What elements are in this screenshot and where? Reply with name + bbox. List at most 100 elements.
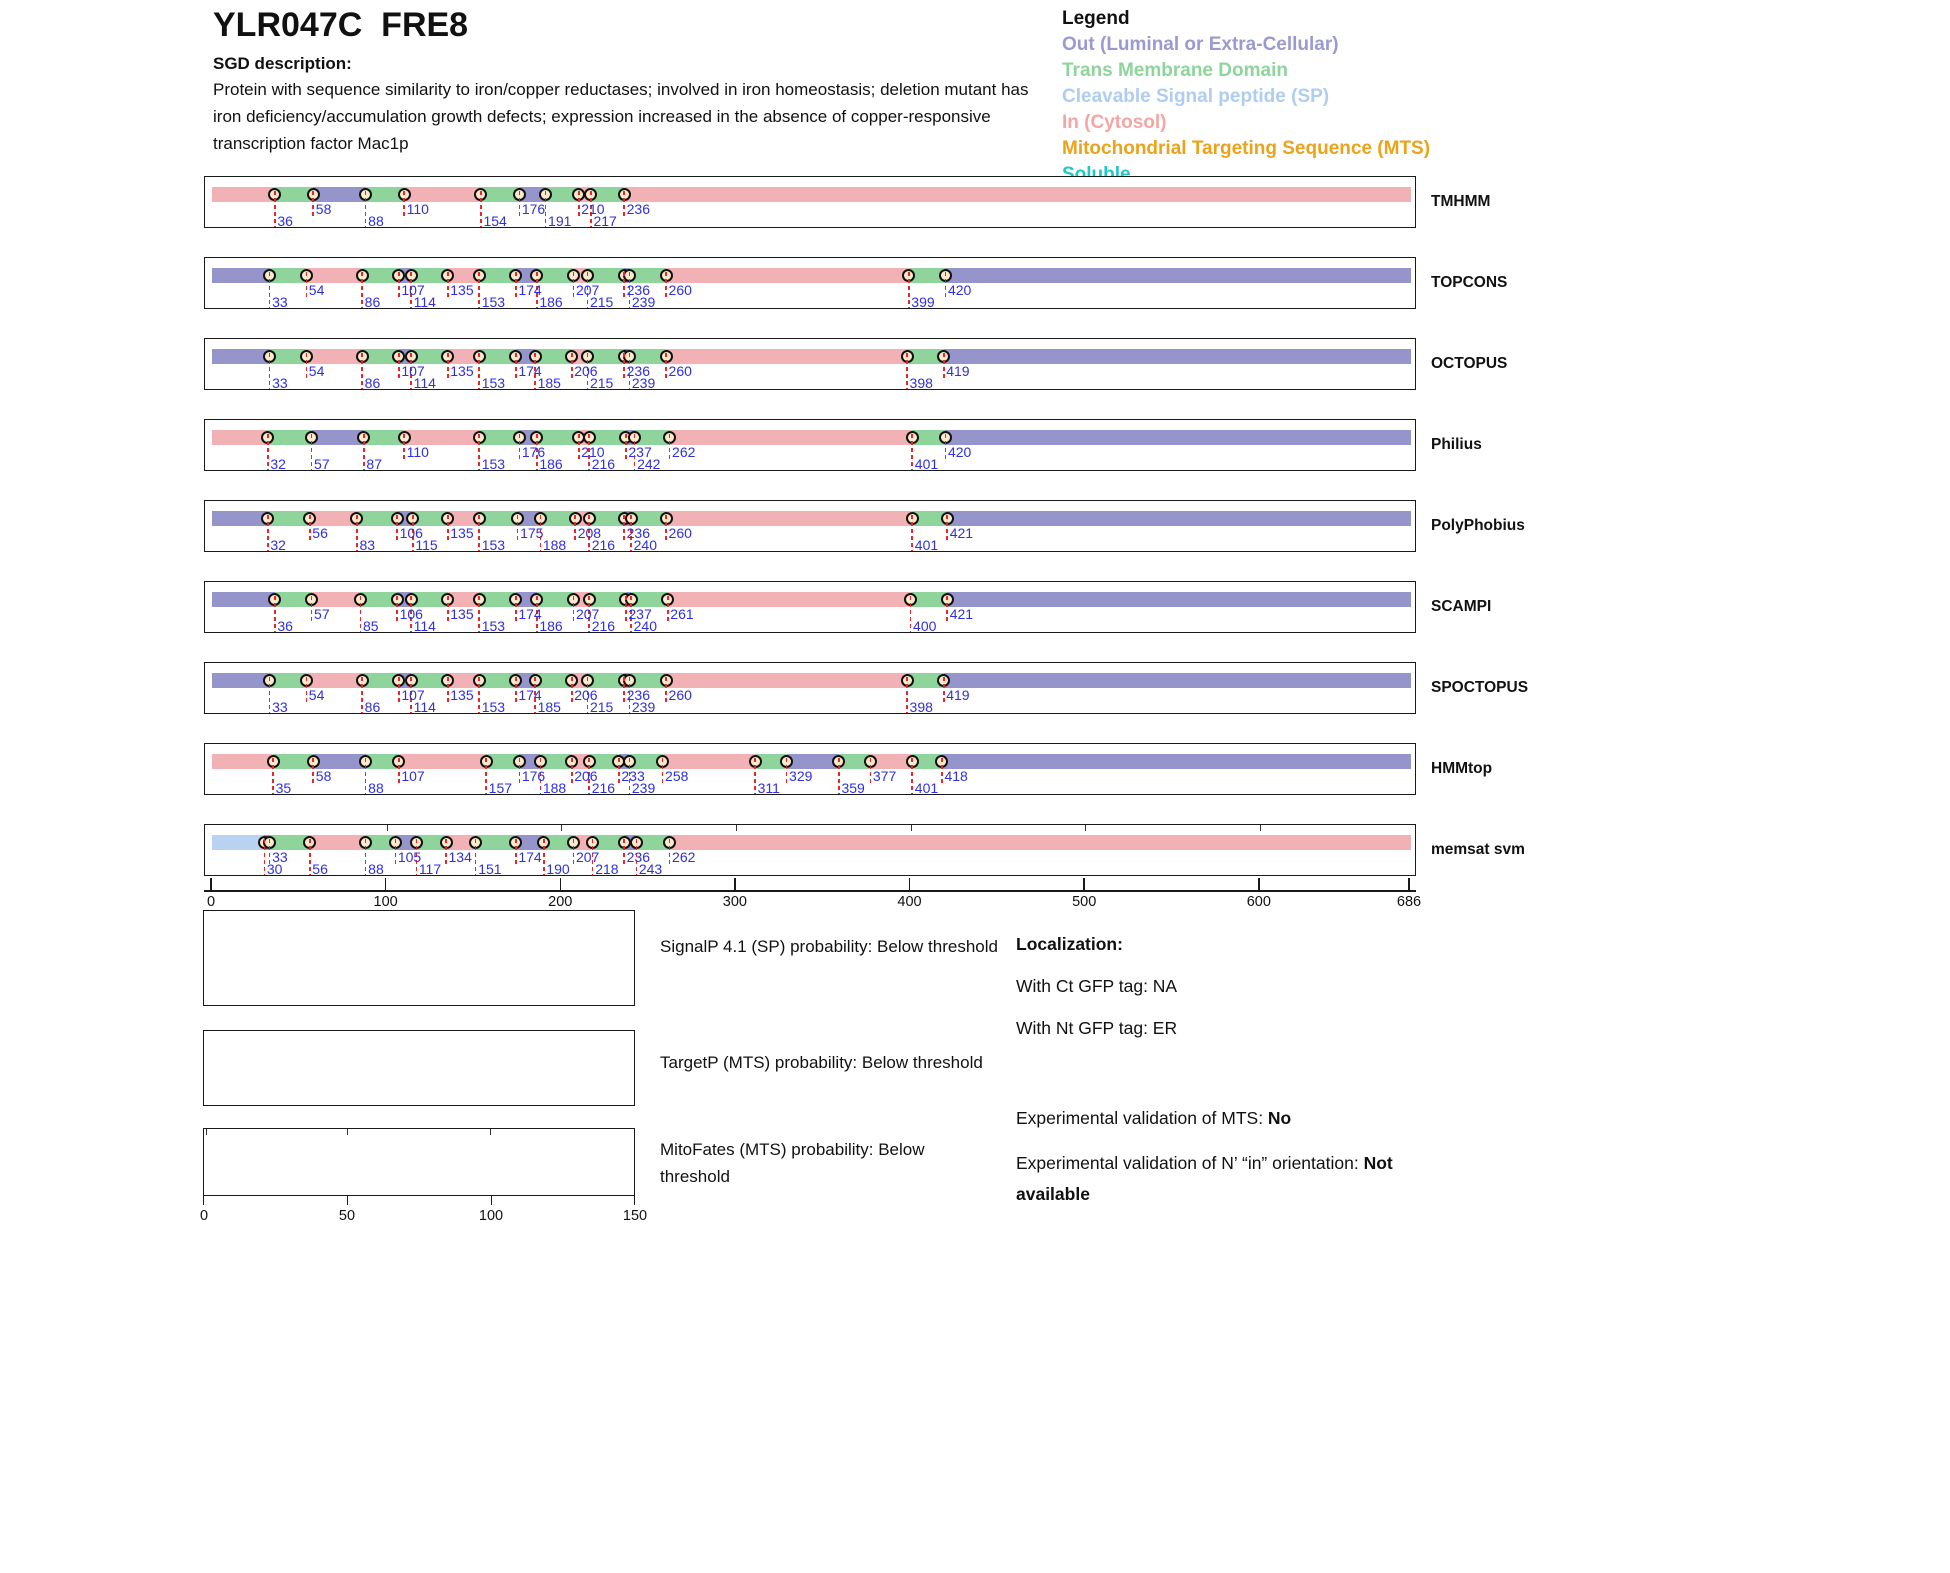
boundary-label: 242 — [637, 456, 661, 472]
boundary-line — [869, 758, 872, 784]
region-tm — [589, 592, 627, 607]
region-in — [446, 835, 477, 850]
region-in — [870, 754, 913, 769]
boundary-line — [515, 677, 517, 703]
page-title: YLR047C FRE8 — [213, 6, 469, 44]
boundary-line — [312, 191, 315, 217]
boundary-line — [356, 515, 358, 551]
sgd-description-text: Protein with sequence similarity to iron… — [213, 80, 1029, 153]
boundary-line — [518, 434, 521, 460]
boundary-line — [534, 677, 536, 713]
boundary-label: 185 — [537, 699, 561, 715]
track-tmhmm: TMHMM 36 58 88 110 154 176 191 210 217 236 — [204, 176, 1490, 229]
region-tm — [755, 754, 788, 769]
region-tm — [479, 430, 520, 445]
boundary-label: 174 — [518, 282, 542, 298]
boundary-line — [410, 272, 412, 308]
boundary-line — [415, 839, 418, 875]
region-out — [943, 349, 1411, 364]
boundary-line — [628, 758, 631, 794]
region-tm — [629, 268, 667, 283]
region-tm — [479, 592, 517, 607]
region-in — [306, 673, 363, 688]
boundary-label: 215 — [589, 699, 614, 715]
boundary-label: 35 — [275, 780, 292, 796]
region-tm — [636, 835, 671, 850]
boundary-label: 135 — [450, 687, 474, 703]
boundary-line — [478, 353, 480, 389]
localization-heading: Localization: — [1016, 934, 1123, 954]
panel-tick — [347, 1129, 349, 1135]
boundary-line — [577, 191, 580, 217]
boundary-line — [515, 839, 517, 865]
region-tm — [629, 754, 664, 769]
boundary-label: 153 — [481, 699, 506, 715]
region-tm — [589, 511, 625, 526]
region-out — [311, 430, 365, 445]
boundary-line — [665, 272, 667, 298]
region-in — [306, 349, 363, 364]
signalp-probability-panel — [203, 910, 635, 1006]
boundary-label: 236 — [626, 525, 650, 541]
boundary-line — [272, 758, 274, 794]
boundary-line — [518, 758, 521, 784]
boundary-label: 157 — [488, 780, 513, 796]
boundary-label: 421 — [949, 525, 974, 541]
boundary-label: 175 — [520, 525, 544, 541]
boundary-line — [586, 677, 589, 713]
track-label: PolyPhobius — [1431, 517, 1525, 534]
region-tm — [269, 349, 307, 364]
boundary-line — [623, 272, 625, 298]
boundary-line — [403, 434, 405, 460]
region-tm — [587, 673, 625, 688]
boundary-line — [274, 596, 276, 632]
boundary-line — [536, 434, 538, 470]
boundary-label: 107 — [401, 363, 425, 379]
boundary-label: 154 — [483, 213, 507, 229]
boundary-line — [515, 272, 517, 298]
region-tm — [362, 673, 400, 688]
boundary-label: 207 — [575, 849, 600, 865]
region-tm — [269, 835, 311, 850]
boundary-line — [591, 839, 594, 875]
panel-axis-label: 0 — [199, 1208, 209, 1224]
region-out — [945, 268, 1411, 283]
x-axis-tick — [1083, 878, 1085, 890]
experimental-mts-line: Experimental validation of MTS: No — [1016, 1108, 1291, 1129]
boundary-line — [666, 596, 669, 622]
boundary-line — [310, 434, 313, 470]
boundary-label: 32 — [270, 456, 286, 472]
boundary-line — [586, 353, 589, 389]
region-tm — [411, 349, 449, 364]
region-tm — [587, 268, 625, 283]
boundary-label: 420 — [947, 282, 972, 298]
boundary-line — [572, 272, 575, 298]
region-in — [624, 187, 1411, 202]
region-tm — [365, 835, 396, 850]
region-tm — [838, 754, 871, 769]
boundary-label: 176 — [521, 768, 546, 784]
x-axis-tick — [210, 878, 212, 890]
boundary-line — [635, 839, 638, 875]
region-out — [212, 592, 276, 607]
boundary-line — [906, 677, 908, 713]
boundary-label: 56 — [312, 525, 328, 541]
region-in — [447, 592, 480, 607]
boundary-label: 54 — [308, 687, 325, 703]
legend-item-tm: Trans Membrane Domain — [1062, 60, 1288, 81]
region-out — [947, 511, 1411, 526]
boundary-line — [946, 515, 948, 541]
region-in — [662, 754, 756, 769]
boundary-line — [586, 272, 589, 308]
boundary-line — [588, 596, 590, 632]
boundary-label: 359 — [841, 780, 865, 796]
sgd-description-heading: SGD description: — [213, 54, 352, 73]
region-in — [666, 511, 913, 526]
boundary-line — [536, 596, 538, 632]
panel-axis-label: 50 — [338, 1208, 356, 1224]
boundary-line — [445, 839, 447, 865]
boundary-label: 421 — [949, 606, 974, 622]
boundary-line — [911, 515, 914, 551]
region-in — [447, 511, 480, 526]
boundary-label: 87 — [366, 456, 382, 472]
